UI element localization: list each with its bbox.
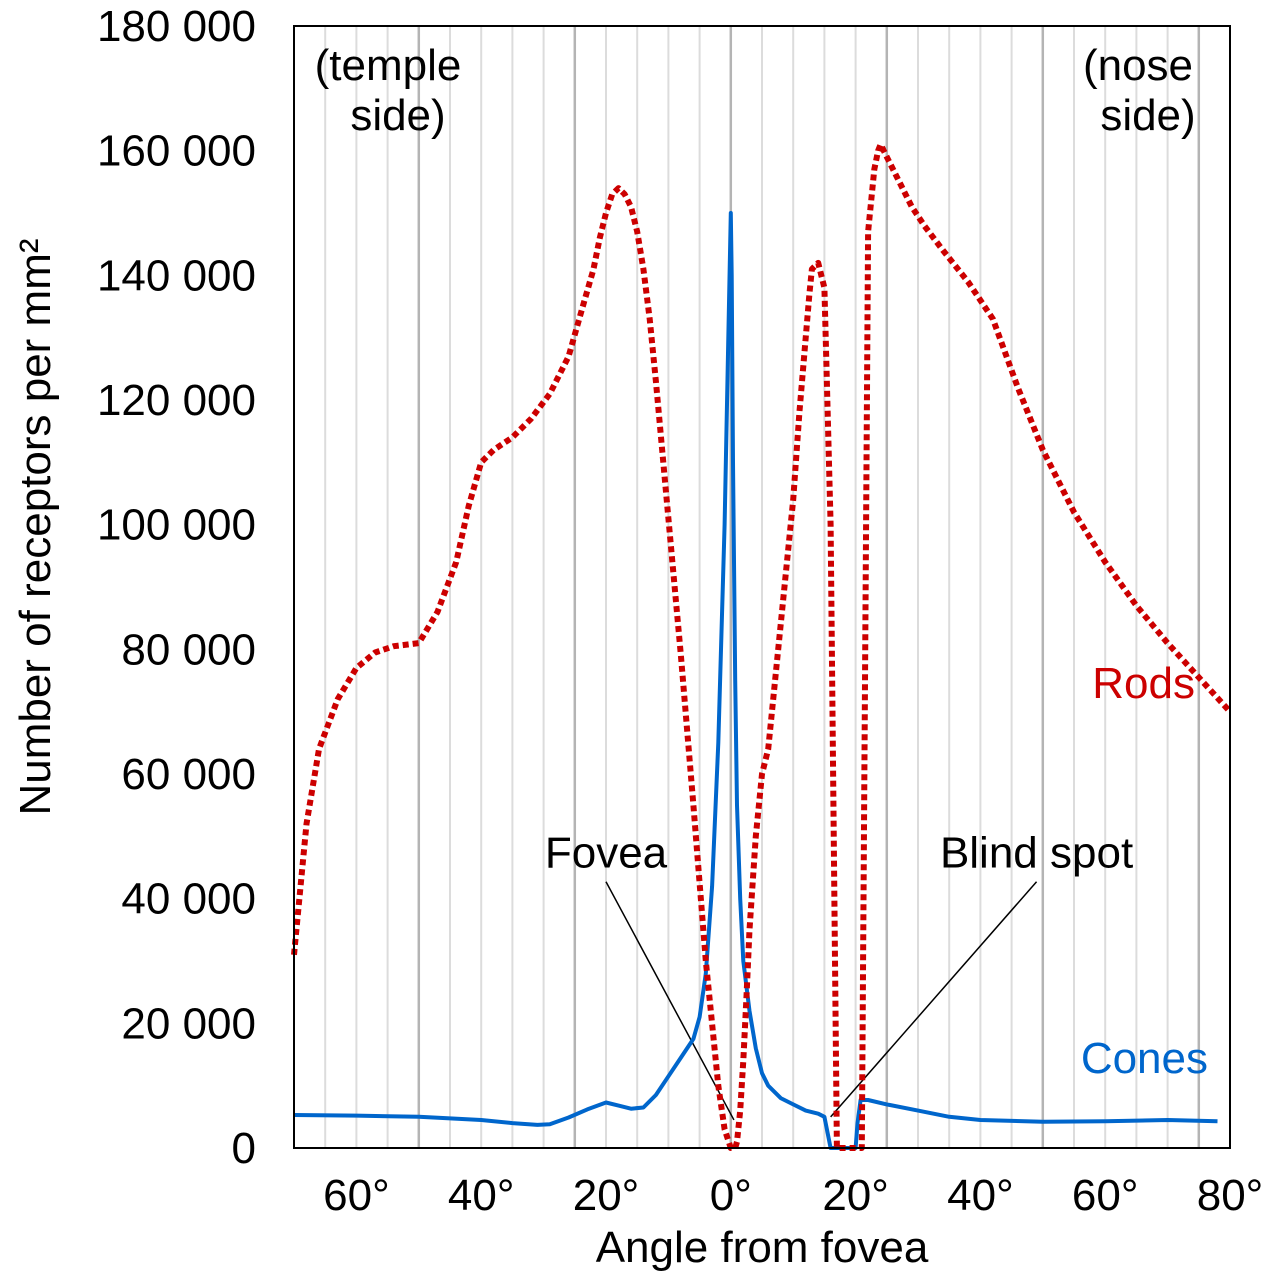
y-tick-label: 60 000 bbox=[121, 750, 256, 799]
series-layer bbox=[291, 141, 1233, 1151]
x-tick-labels: 60° 40° 20° 0° 20° 40° 60° 80° bbox=[323, 1171, 1263, 1220]
nose-side-label-line2: side) bbox=[1100, 91, 1195, 140]
x-tick-label: 60° bbox=[1072, 1171, 1139, 1220]
y-tick-labels: 0 20 000 40 000 60 000 80 000 100 000 120 000 1… bbox=[97, 2, 256, 1173]
annotation-label: Fovea bbox=[545, 829, 668, 878]
y-tick-label: 0 bbox=[232, 1124, 256, 1173]
temple-side-label-line2: side) bbox=[350, 91, 445, 140]
y-tick-label: 160 000 bbox=[97, 127, 256, 176]
x-tick-label: 0° bbox=[710, 1171, 752, 1220]
x-tick-label: 20° bbox=[573, 1171, 640, 1220]
y-tick-label: 140 000 bbox=[97, 251, 256, 300]
temple-side-label-line1: (temple bbox=[315, 41, 462, 90]
y-tick-label: 20 000 bbox=[121, 999, 256, 1048]
x-tick-label: 40° bbox=[448, 1171, 515, 1220]
y-tick-label: 40 000 bbox=[121, 875, 256, 924]
cones-series-label: Cones bbox=[1081, 1034, 1208, 1083]
x-tick-label: 60° bbox=[323, 1171, 390, 1220]
y-tick-label: 80 000 bbox=[121, 625, 256, 674]
cones-series-line bbox=[293, 211, 1218, 1150]
y-axis-title: Number of receptors per mm² bbox=[11, 238, 60, 815]
y-tick-label: 180 000 bbox=[97, 2, 256, 51]
x-tick-label: 20° bbox=[822, 1171, 889, 1220]
annotation-label: Blind spot bbox=[940, 829, 1133, 878]
annotation-leader-line bbox=[605, 881, 735, 1121]
rods-series-line bbox=[291, 141, 1233, 1151]
plot-frame bbox=[293, 25, 1231, 1149]
x-tick-label: 40° bbox=[947, 1171, 1014, 1220]
nose-side-label-line1: (nose bbox=[1083, 41, 1193, 90]
x-tick-label: 80° bbox=[1197, 1171, 1264, 1220]
x-axis-title: Angle from fovea bbox=[596, 1223, 929, 1272]
rods-series-label: Rods bbox=[1092, 659, 1195, 708]
annotation-layer: Fovea Blind spot bbox=[545, 829, 1133, 1121]
y-tick-label: 100 000 bbox=[97, 501, 256, 550]
grid-layer bbox=[324, 26, 1201, 1148]
y-tick-label: 120 000 bbox=[97, 376, 256, 425]
